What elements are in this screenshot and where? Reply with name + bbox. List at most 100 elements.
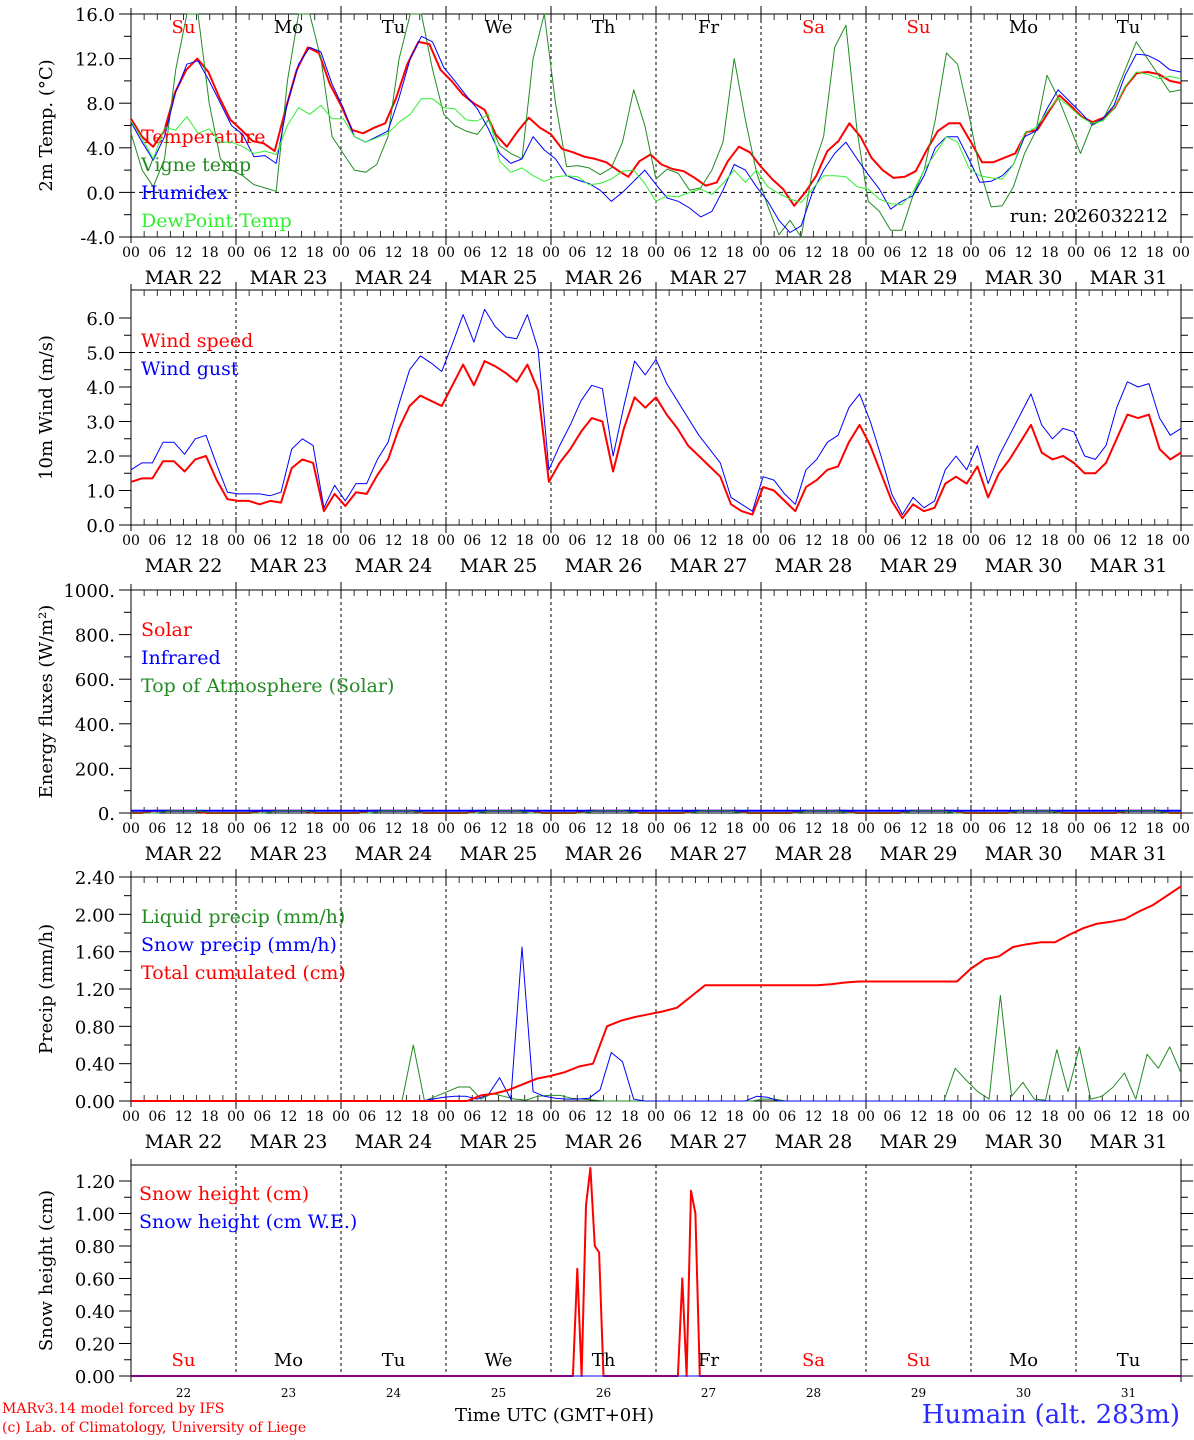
x-hour-label: 06 [883,533,901,549]
x-hour-label: 12 [910,245,928,261]
x-hour-label: 06 [883,1109,901,1125]
x-hour-label: 00 [857,533,875,549]
x-day-label: MAR 25 [460,555,538,577]
weekday-label: We [485,1350,513,1371]
x-hour-label: 06 [253,245,271,261]
x-hour-label: 12 [805,1109,823,1125]
x-hour-label: 06 [358,821,376,837]
panel-3: 1000. 800. 600. 400. 200. 0. Energy fluxes (W/… [36,581,1193,865]
x-day-label: MAR 22 [145,267,223,289]
legend-entry: Top of Atmosphere (Solar) [141,675,394,697]
y-tick-label: 2.40 [75,868,115,889]
x-hour-label: 12 [700,1109,718,1125]
x-hour-label: 18 [201,1109,219,1125]
x-day-label: MAR 30 [985,843,1063,865]
x-hour-label: 06 [778,821,796,837]
x-hour-label: 00 [647,821,665,837]
x-day-number: 25 [491,1386,506,1400]
y-tick-label: 0.00 [75,1092,115,1113]
x-hour-label: 18 [1146,533,1164,549]
x-hour-label: 00 [857,245,875,261]
y-tick-label: 6.0 [86,309,115,330]
x-day-label: MAR 25 [460,267,538,289]
x-hour-label: 12 [280,533,298,549]
panel-4: 2.40 2.00 1.60 1.20 0.80 0.40 0.00 Precip (mm/h… [36,868,1193,1153]
x-hour-label: 12 [1015,1109,1033,1125]
y-tick-label: 0.20 [75,1335,115,1356]
x-day-label: MAR 27 [670,267,748,289]
x-hour-label: 06 [1093,821,1111,837]
x-hour-label: 12 [280,821,298,837]
series-line-snow-height-cm- [131,1167,1181,1377]
y-tick-label: 0. [98,804,115,825]
x-hour-label: 00 [752,821,770,837]
x-hour-label: 18 [1146,245,1164,261]
panel-5: 1.20 1.00 0.80 0.60 0.40 0.20 0.00 Snow height … [36,1159,1193,1400]
x-hour-label: 12 [385,1109,403,1125]
x-hour-label: 12 [1015,821,1033,837]
legend-entry: DewPoint Temp [141,210,292,232]
x-hour-label: 00 [1067,533,1085,549]
x-day-label: MAR 25 [460,843,538,865]
weekday-label: Su [172,17,196,38]
x-day-label: MAR 31 [1090,843,1168,865]
x-hour-label: 00 [227,821,245,837]
legend-entry: Snow precip (mm/h) [141,934,337,956]
legend-entry: Solar [141,619,193,641]
x-hour-label: 06 [778,1109,796,1125]
x-hour-label: 06 [463,245,481,261]
y-tick-label: 2.00 [75,905,115,926]
y-tick-label: 0.80 [75,1017,115,1038]
x-hour-label: 00 [1172,245,1190,261]
weekday-label: Tu [382,1350,406,1371]
station-name: Humain (alt. 283m) [921,1400,1180,1430]
x-hour-label: 06 [673,1109,691,1125]
panel-1: 16.0 12.0 8.0 4.0 0.0 -4.0 2m Temp. (°C) Temper… [36,5,1193,289]
x-hour-label: 12 [175,1109,193,1125]
x-hour-label: 00 [752,1109,770,1125]
x-hour-label: 18 [1041,821,1059,837]
series-line-humidex [130,35,1182,233]
x-hour-label: 00 [227,245,245,261]
legend-entry: Liquid precip (mm/h) [141,906,345,928]
legend-entry: Infrared [141,647,221,669]
x-day-label: MAR 25 [460,1131,538,1153]
x-hour-label: 12 [490,1109,508,1125]
x-day-label: MAR 30 [985,555,1063,577]
x-hour-label: 18 [621,245,639,261]
x-hour-label: 06 [253,821,271,837]
x-hour-label: 06 [148,821,166,837]
y-tick-label: 4.0 [86,139,115,160]
x-day-label: MAR 22 [145,555,223,577]
y-tick-label: 1000. [63,581,115,602]
y-tick-label: 5.0 [86,344,115,365]
x-hour-label: 06 [148,1109,166,1125]
x-hour-label: 00 [1172,1109,1190,1125]
x-hour-label: 18 [201,821,219,837]
x-hour-label: 06 [988,533,1006,549]
x-hour-label: 00 [437,821,455,837]
x-hour-label: 06 [568,1109,586,1125]
y-tick-label: 0.00 [75,1367,115,1388]
weekday-label: Tu [382,17,406,38]
x-hour-label: 18 [726,245,744,261]
x-hour-label: 06 [358,1109,376,1125]
x-day-label: MAR 28 [775,843,853,865]
x-hour-label: 12 [490,533,508,549]
x-hour-label: 00 [1172,533,1190,549]
x-day-number: 31 [1121,1386,1136,1400]
y-tick-label: 1.00 [75,1205,115,1226]
x-hour-label: 00 [1172,821,1190,837]
x-hour-label: 00 [542,1109,560,1125]
x-hour-label: 18 [411,533,429,549]
y-tick-label: 8.0 [86,94,115,115]
x-hour-label: 12 [385,245,403,261]
x-hour-label: 18 [831,821,849,837]
x-hour-label: 18 [936,821,954,837]
legend-entry: Wind speed [141,330,253,352]
x-hour-label: 06 [1093,1109,1111,1125]
x-day-label: MAR 23 [250,267,328,289]
x-hour-label: 18 [726,1109,744,1125]
x-hour-label: 18 [1041,533,1059,549]
y-tick-label: 1.60 [75,943,115,964]
